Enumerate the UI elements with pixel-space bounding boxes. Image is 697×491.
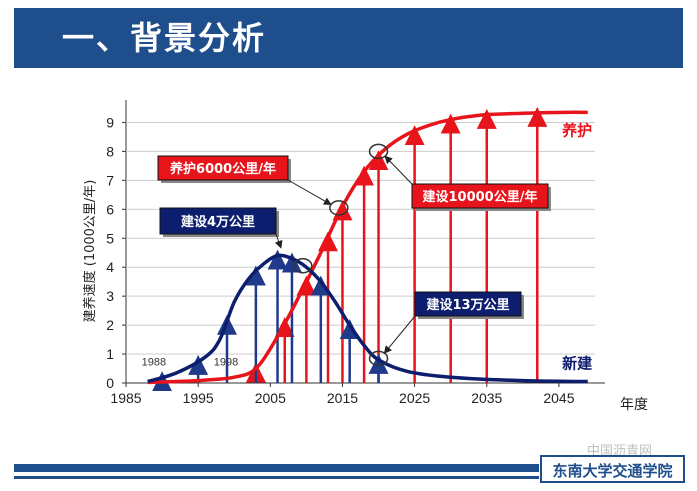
x-tick-label: 2005 xyxy=(255,390,286,406)
annotation-text-build-10000: 建设10000公里/年 xyxy=(423,189,538,205)
highlight-circle xyxy=(368,350,389,367)
y-tick-label: 4 xyxy=(106,259,114,275)
highlight-circle xyxy=(368,143,389,160)
annotation-leader xyxy=(383,315,416,354)
y-tick-label: 2 xyxy=(106,317,114,333)
x-tick-label: 2045 xyxy=(543,390,574,406)
y-axis-label: 建养速度 (1000公里/年) xyxy=(82,180,98,323)
y-tick-label: 8 xyxy=(106,143,114,159)
x-axis-label: 年度 xyxy=(620,397,648,413)
x-tick-label: 2035 xyxy=(471,390,502,406)
y-tick-label: 7 xyxy=(106,172,114,188)
footer-bar-thin xyxy=(14,476,539,479)
y-tick-label: 0 xyxy=(106,375,114,391)
series-label-maintenance: 养护 xyxy=(561,122,592,140)
marker-year-label: 1988 xyxy=(142,357,166,369)
y-tick-label: 3 xyxy=(106,288,114,304)
series-line-construction xyxy=(147,253,588,384)
footer-school-label: 东南大学交通学院 xyxy=(540,455,685,483)
x-tick-label: 1985 xyxy=(110,390,141,406)
annotation-box-build-4wan xyxy=(159,207,277,235)
annotation-box-maint-6000 xyxy=(157,155,289,181)
annotation-leader xyxy=(274,233,283,249)
footer-bar xyxy=(14,464,539,472)
arrow-layer xyxy=(152,106,548,392)
chart-svg: 0 1 2 3 4 5 6 7 8 9 1985 1995 2005 2015 2025 2035 2045 1… xyxy=(82,100,648,413)
annotation-leader xyxy=(384,155,413,185)
y-tick-label: 6 xyxy=(106,201,114,217)
marker-year-label: 1998 xyxy=(214,357,238,369)
y-tick-label: 1 xyxy=(106,346,114,362)
series-line-maintenance xyxy=(147,110,588,385)
chart-frame: 0 1 2 3 4 5 6 7 8 9 1985 1995 2005 2015 2025 2035 2045 1… xyxy=(80,86,685,436)
y-tick-label: 5 xyxy=(106,230,114,246)
series-label-construction: 新建 xyxy=(562,355,593,373)
annotation-text-build-4wan: 建设4万公里 xyxy=(181,214,255,230)
annotation-leader xyxy=(287,179,332,206)
annotation-text-maint-6000: 养护6000公里/年 xyxy=(169,161,276,177)
x-tick-label: 1995 xyxy=(183,390,214,406)
annotation-box-build-13wan xyxy=(414,291,522,317)
highlight-circle xyxy=(293,258,313,274)
annotation-text-build-13wan: 建设13万公里 xyxy=(426,297,509,313)
slide-title: 一、背景分析 xyxy=(62,19,267,57)
line-layer xyxy=(147,110,588,385)
x-tick-label: 2025 xyxy=(399,390,430,406)
x-tick-label: 2015 xyxy=(327,390,358,406)
tick-layer: 0 1 2 3 4 5 6 7 8 9 1985 1995 2005 2015 2025 2035 2045 xyxy=(106,114,575,406)
y-tick-label: 9 xyxy=(106,114,114,130)
circle-layer xyxy=(293,143,389,367)
annotation-box-build-10000 xyxy=(411,183,549,209)
highlight-circle xyxy=(329,200,349,216)
title-banner: 一、背景分析 xyxy=(14,8,683,68)
